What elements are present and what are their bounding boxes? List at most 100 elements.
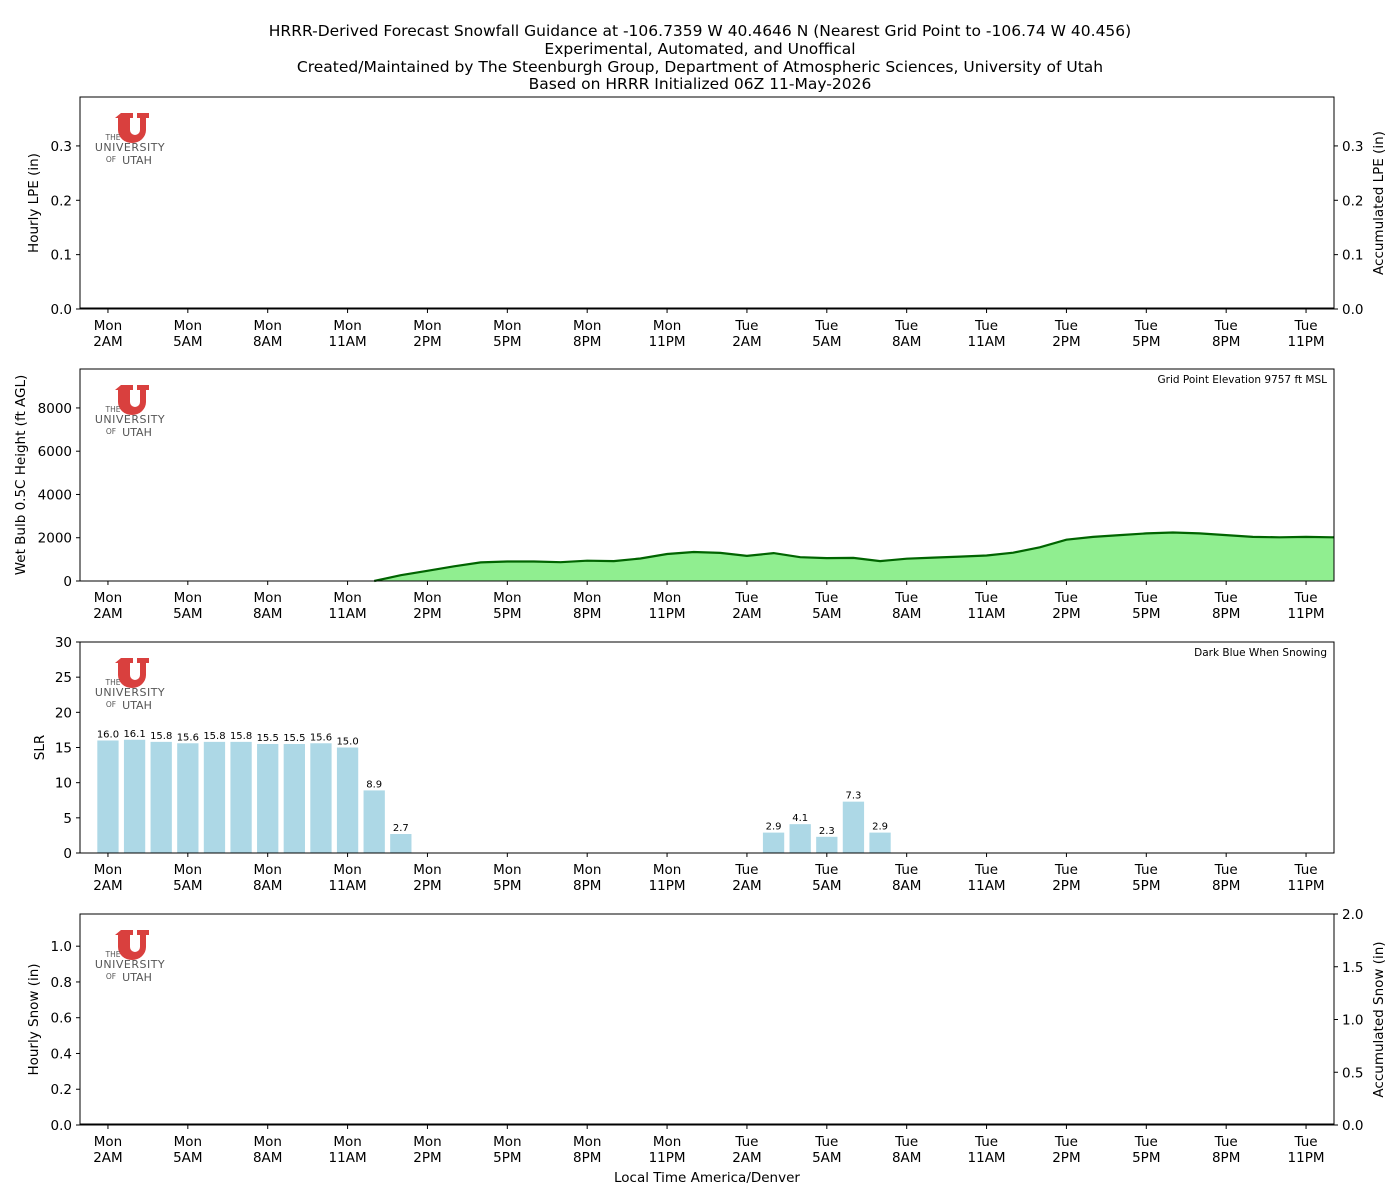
x-tick-label-day: Mon bbox=[413, 862, 441, 878]
block-u-icon bbox=[115, 113, 149, 143]
x-tick-label-time: 5AM bbox=[173, 878, 202, 894]
x-tick-label-day: Mon bbox=[333, 1134, 361, 1150]
logo-the: THE bbox=[105, 678, 121, 687]
x-tick-label-time: 8AM bbox=[253, 334, 282, 350]
slr-bar bbox=[150, 741, 172, 853]
x-tick-label-day: Mon bbox=[653, 318, 681, 334]
logo-utah: UTAH bbox=[122, 154, 152, 167]
logo-utah: UTAH bbox=[122, 699, 152, 712]
x-tick-label-day: Tue bbox=[734, 590, 758, 606]
slr-bar-label: 2.3 bbox=[819, 826, 835, 837]
x-tick-label-day: Tue bbox=[1294, 1134, 1318, 1150]
x-tick-label-day: Mon bbox=[413, 318, 441, 334]
x-tick-label-time: 2PM bbox=[413, 606, 441, 622]
x-tick-label-day: Mon bbox=[573, 590, 601, 606]
y-right-tick-label: 2.0 bbox=[1342, 907, 1363, 923]
logo-the: THE bbox=[105, 133, 121, 142]
x-tick-label-time: 2AM bbox=[732, 606, 761, 622]
x-tick-label-time: 2AM bbox=[93, 606, 122, 622]
x-tick-label-time: 11AM bbox=[968, 1150, 1006, 1166]
x-tick-label-day: Tue bbox=[1214, 862, 1238, 878]
x-tick-label-day: Mon bbox=[333, 318, 361, 334]
x-tick-label-time: 11PM bbox=[649, 1150, 686, 1166]
slr-bar bbox=[363, 790, 385, 853]
x-tick-label-time: 11PM bbox=[1288, 334, 1325, 350]
slr-bar bbox=[257, 743, 279, 853]
x-tick-label-day: Tue bbox=[1134, 862, 1158, 878]
logo-of: OF bbox=[106, 972, 116, 981]
x-tick-label-day: Mon bbox=[253, 318, 281, 334]
y-tick-label: 0.8 bbox=[51, 975, 72, 991]
x-tick-label-time: 8PM bbox=[573, 606, 601, 622]
x-tick-label-time: 11PM bbox=[1288, 878, 1325, 894]
x-tick-label-time: 11AM bbox=[329, 1150, 367, 1166]
x-tick-label-day: Tue bbox=[814, 1134, 838, 1150]
slr-bar bbox=[336, 747, 359, 853]
x-tick-label-day: Mon bbox=[493, 318, 521, 334]
y-tick-label: 4000 bbox=[38, 487, 72, 503]
y-tick-label: 0.0 bbox=[51, 1118, 72, 1134]
slr-bar-label: 2.7 bbox=[393, 823, 409, 834]
y-tick-label: 0.6 bbox=[51, 1011, 72, 1027]
wet-bulb-height-area bbox=[374, 532, 1334, 581]
plot-frame bbox=[79, 368, 1335, 582]
y-tick-label: 15 bbox=[55, 741, 72, 757]
y-axis-label: SLR bbox=[32, 735, 48, 760]
x-tick-label-day: Mon bbox=[653, 1134, 681, 1150]
x-tick-label-time: 8AM bbox=[892, 334, 921, 350]
x-tick-label-time: 5PM bbox=[1132, 334, 1160, 350]
y-axis-right-label: Accumulated Snow (in) bbox=[1371, 941, 1387, 1097]
x-tick-label-day: Mon bbox=[253, 590, 281, 606]
chart-title-line-4: Based on HRRR Initialized 06Z 11-May-202… bbox=[528, 75, 872, 93]
y-tick-label: 0.0 bbox=[51, 302, 72, 318]
logo-the: THE bbox=[105, 950, 121, 959]
x-tick-label-day: Mon bbox=[253, 1134, 281, 1150]
x-tick-label-time: 11AM bbox=[968, 334, 1006, 350]
x-tick-label-day: Mon bbox=[94, 1134, 122, 1150]
slr-bar bbox=[97, 740, 119, 853]
block-u-icon bbox=[115, 658, 149, 688]
x-tick-label-day: Tue bbox=[894, 1134, 918, 1150]
x-tick-label-time: 5PM bbox=[493, 1150, 521, 1166]
slr-bar bbox=[816, 836, 838, 853]
chart-title-line-1: HRRR-Derived Forecast Snowfall Guidance … bbox=[268, 22, 1132, 40]
x-tick-label-day: Mon bbox=[174, 862, 202, 878]
x-tick-label-day: Mon bbox=[493, 862, 521, 878]
y-tick-label: 2000 bbox=[38, 531, 72, 547]
x-tick-label-day: Mon bbox=[493, 590, 521, 606]
y-tick-label: 0 bbox=[63, 846, 72, 862]
x-tick-label-time: 5AM bbox=[812, 334, 841, 350]
wet-bulb-height-line bbox=[373, 531, 1335, 583]
x-tick-label-time: 2AM bbox=[93, 1150, 122, 1166]
y-right-tick-label: 0.5 bbox=[1342, 1065, 1363, 1081]
x-tick-label-day: Mon bbox=[413, 1134, 441, 1150]
logo-university: UNIVERSITY bbox=[95, 141, 165, 154]
x-tick-label-day: Tue bbox=[1214, 590, 1238, 606]
x-tick-label-time: 2PM bbox=[1052, 878, 1080, 894]
slr-bar bbox=[842, 801, 865, 853]
x-tick-label-time: 11PM bbox=[649, 878, 686, 894]
x-tick-label-day: Mon bbox=[94, 590, 122, 606]
y-axis-label: Wet Bulb 0.5C Height (ft AGL) bbox=[13, 375, 29, 576]
x-tick-label-day: Tue bbox=[1294, 318, 1318, 334]
y-tick-label: 10 bbox=[55, 776, 72, 792]
y-axis-label: Hourly Snow (in) bbox=[26, 963, 42, 1075]
x-tick-label-time: 2PM bbox=[1052, 1150, 1080, 1166]
x-tick-label-day: Mon bbox=[333, 862, 361, 878]
plot-frame bbox=[79, 913, 1335, 1126]
slr-bar bbox=[177, 743, 199, 853]
x-tick-label-time: 11AM bbox=[329, 606, 367, 622]
x-tick-label-time: 5AM bbox=[812, 878, 841, 894]
slr-bar bbox=[789, 824, 811, 853]
x-tick-label-time: 5AM bbox=[173, 606, 202, 622]
slr-bar-label: 2.9 bbox=[872, 822, 888, 833]
slr-bar bbox=[310, 743, 332, 853]
slr-bar-label: 8.9 bbox=[366, 779, 382, 790]
x-tick-label-time: 5PM bbox=[1132, 1150, 1160, 1166]
plot-frame bbox=[79, 96, 1335, 310]
x-tick-label-time: 5PM bbox=[1132, 878, 1160, 894]
panel-annotation: Grid Point Elevation 9757 ft MSL bbox=[1158, 374, 1328, 386]
